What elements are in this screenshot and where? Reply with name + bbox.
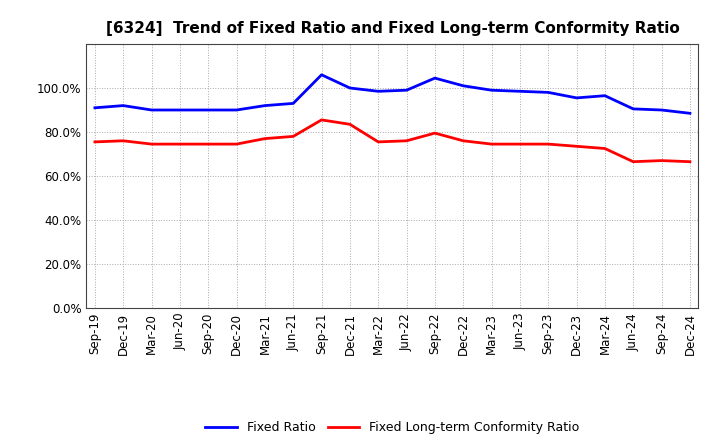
- Fixed Ratio: [374, 88, 382, 94]
- Title: [6324]  Trend of Fixed Ratio and Fixed Long-term Conformity Ratio: [6324] Trend of Fixed Ratio and Fixed Lo…: [106, 21, 679, 36]
- Fixed Long-term Conformity Ratio: [346, 121, 354, 127]
- Fixed Ratio: [91, 105, 99, 110]
- Fixed Ratio: [289, 101, 297, 106]
- Fixed Ratio: [119, 103, 127, 108]
- Fixed Ratio: [204, 107, 212, 113]
- Fixed Ratio: [459, 83, 467, 88]
- Fixed Long-term Conformity Ratio: [487, 141, 496, 147]
- Fixed Long-term Conformity Ratio: [685, 159, 694, 164]
- Fixed Long-term Conformity Ratio: [657, 158, 666, 163]
- Fixed Ratio: [685, 110, 694, 116]
- Fixed Ratio: [176, 107, 184, 113]
- Fixed Long-term Conformity Ratio: [600, 146, 609, 151]
- Fixed Long-term Conformity Ratio: [544, 141, 552, 147]
- Line: Fixed Long-term Conformity Ratio: Fixed Long-term Conformity Ratio: [95, 120, 690, 161]
- Fixed Long-term Conformity Ratio: [289, 134, 297, 139]
- Fixed Ratio: [572, 95, 581, 101]
- Fixed Long-term Conformity Ratio: [374, 139, 382, 144]
- Fixed Long-term Conformity Ratio: [516, 141, 524, 147]
- Fixed Ratio: [261, 103, 269, 108]
- Fixed Long-term Conformity Ratio: [119, 138, 127, 143]
- Fixed Long-term Conformity Ratio: [176, 141, 184, 147]
- Fixed Ratio: [148, 107, 156, 113]
- Line: Fixed Ratio: Fixed Ratio: [95, 75, 690, 113]
- Fixed Long-term Conformity Ratio: [431, 130, 439, 136]
- Fixed Long-term Conformity Ratio: [572, 143, 581, 149]
- Fixed Ratio: [657, 107, 666, 113]
- Fixed Long-term Conformity Ratio: [402, 138, 411, 143]
- Fixed Ratio: [402, 88, 411, 93]
- Legend: Fixed Ratio, Fixed Long-term Conformity Ratio: Fixed Ratio, Fixed Long-term Conformity …: [200, 416, 585, 439]
- Fixed Ratio: [544, 90, 552, 95]
- Fixed Long-term Conformity Ratio: [629, 159, 637, 164]
- Fixed Ratio: [600, 93, 609, 98]
- Fixed Ratio: [431, 75, 439, 81]
- Fixed Long-term Conformity Ratio: [459, 138, 467, 143]
- Fixed Long-term Conformity Ratio: [318, 117, 326, 122]
- Fixed Ratio: [346, 85, 354, 91]
- Fixed Long-term Conformity Ratio: [233, 141, 241, 147]
- Fixed Ratio: [487, 88, 496, 93]
- Fixed Long-term Conformity Ratio: [91, 139, 99, 144]
- Fixed Ratio: [516, 88, 524, 94]
- Fixed Ratio: [318, 72, 326, 77]
- Fixed Long-term Conformity Ratio: [204, 141, 212, 147]
- Fixed Ratio: [233, 107, 241, 113]
- Fixed Long-term Conformity Ratio: [148, 141, 156, 147]
- Fixed Long-term Conformity Ratio: [261, 136, 269, 141]
- Fixed Ratio: [629, 106, 637, 111]
